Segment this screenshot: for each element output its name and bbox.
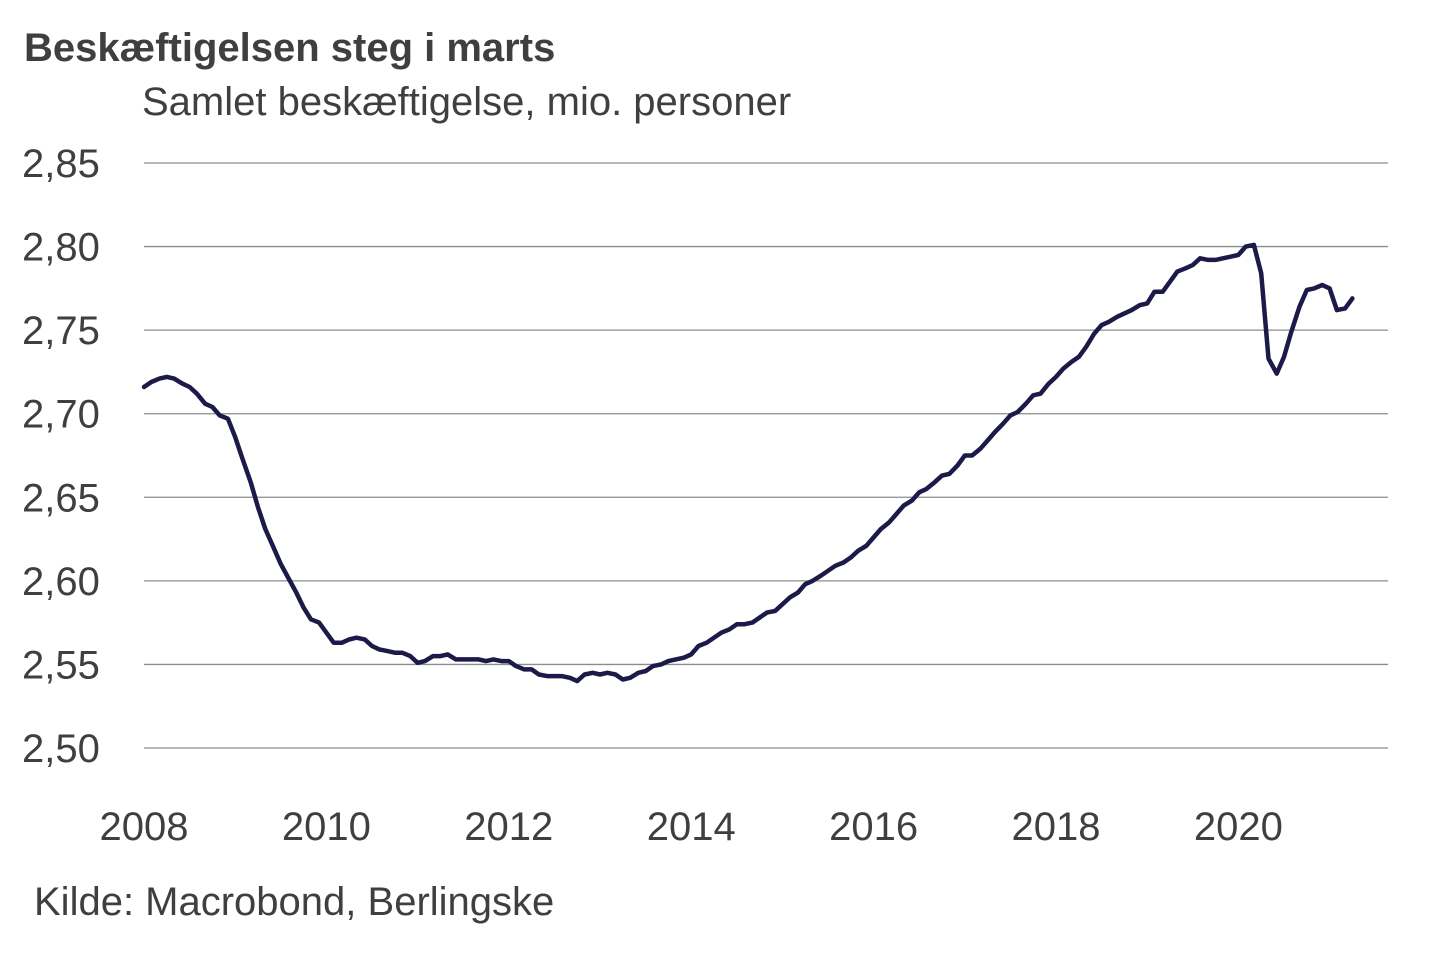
x-tick-label: 2018 — [1012, 805, 1101, 849]
y-tick-label: 2,60 — [22, 560, 100, 604]
y-tick-label: 2,65 — [22, 476, 100, 520]
y-tick-label: 2,55 — [22, 643, 100, 687]
series-line — [141, 242, 1355, 684]
x-tick-label: 2010 — [282, 805, 371, 849]
y-axis-ticks: 2,50 2,55 2,60 2,65 2,70 2,75 2,80 2,85 — [22, 142, 100, 771]
chart-title: Beskæftigelsen steg i marts — [24, 26, 556, 70]
gridlines — [144, 162, 1388, 749]
y-tick-label: 2,75 — [22, 309, 100, 353]
x-tick-label: 2020 — [1194, 805, 1283, 849]
x-tick-label: 2016 — [829, 805, 918, 849]
y-tick-label: 2,50 — [22, 727, 100, 771]
x-tick-label: 2012 — [464, 805, 553, 849]
y-tick-label: 2,80 — [22, 226, 100, 270]
x-tick-label: 2014 — [647, 805, 736, 849]
x-axis-ticks: 2008 2010 2012 2014 2016 2018 2020 — [100, 805, 1283, 849]
y-tick-label: 2,70 — [22, 393, 100, 437]
series-layer — [141, 242, 1355, 684]
x-tick-label: 2008 — [100, 805, 189, 849]
chart-subtitle: Samlet beskæftigelse, mio. personer — [142, 80, 792, 124]
chart-source: Kilde: Macrobond, Berlingske — [34, 880, 555, 924]
y-tick-label: 2,85 — [22, 142, 100, 186]
